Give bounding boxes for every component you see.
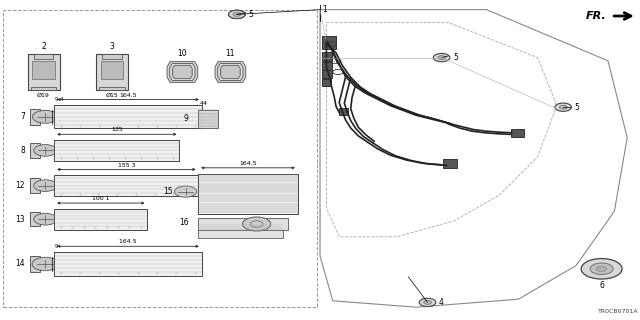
Circle shape	[433, 53, 450, 62]
Text: 14: 14	[15, 260, 25, 268]
Text: 9: 9	[55, 244, 58, 249]
Text: 155 3: 155 3	[118, 163, 135, 167]
Text: 8: 8	[20, 146, 25, 155]
Polygon shape	[218, 63, 243, 81]
Bar	[28, 54, 60, 90]
Bar	[102, 54, 122, 59]
Bar	[322, 52, 332, 61]
Text: Ø15: Ø15	[106, 93, 118, 98]
Circle shape	[233, 12, 241, 16]
Circle shape	[596, 266, 607, 271]
Circle shape	[228, 10, 245, 19]
Circle shape	[559, 105, 567, 109]
Bar	[322, 70, 332, 78]
Bar	[101, 61, 123, 79]
Text: 12: 12	[15, 181, 25, 190]
Text: 6: 6	[599, 281, 604, 290]
Bar	[30, 143, 40, 158]
Text: 5: 5	[453, 53, 458, 62]
Text: 164.5: 164.5	[119, 92, 137, 98]
Bar	[511, 129, 524, 137]
Text: 2: 2	[41, 42, 46, 51]
Bar	[443, 159, 457, 168]
Text: 9: 9	[184, 114, 189, 123]
Text: 4: 4	[439, 298, 444, 307]
Text: 13: 13	[15, 215, 25, 224]
Bar	[32, 61, 54, 79]
Bar	[198, 173, 298, 214]
Polygon shape	[173, 65, 192, 79]
Bar	[322, 62, 332, 70]
Text: 164.5: 164.5	[239, 161, 257, 166]
Text: TR0CB0701A: TR0CB0701A	[598, 308, 639, 314]
Circle shape	[174, 186, 197, 197]
Bar	[34, 54, 53, 59]
Bar	[99, 87, 125, 90]
Circle shape	[243, 217, 271, 231]
Text: 5: 5	[248, 10, 253, 19]
Bar	[3, 10, 317, 307]
Text: 135: 135	[111, 127, 123, 132]
Bar	[54, 140, 179, 161]
Circle shape	[228, 10, 245, 19]
Bar	[198, 110, 218, 128]
Bar	[30, 178, 40, 193]
Text: 16: 16	[179, 218, 189, 227]
Circle shape	[32, 257, 59, 271]
Circle shape	[233, 12, 241, 16]
Text: FR.: FR.	[586, 11, 607, 21]
Bar	[198, 218, 288, 230]
Bar	[54, 252, 202, 276]
Text: Ø19: Ø19	[37, 93, 50, 98]
Bar	[96, 54, 128, 90]
Bar	[30, 256, 40, 272]
Text: 15: 15	[163, 187, 173, 196]
Bar	[322, 36, 336, 49]
Text: 11: 11	[226, 49, 235, 58]
Text: 10: 10	[177, 49, 188, 58]
Text: 164 5: 164 5	[119, 239, 137, 244]
Circle shape	[581, 259, 622, 279]
Text: 7: 7	[20, 112, 25, 121]
Text: 100 1: 100 1	[92, 196, 109, 201]
Polygon shape	[221, 65, 240, 79]
Polygon shape	[170, 63, 195, 81]
Circle shape	[438, 56, 445, 60]
Polygon shape	[215, 61, 246, 82]
Circle shape	[34, 213, 57, 225]
Circle shape	[424, 300, 431, 304]
Circle shape	[33, 110, 58, 123]
Polygon shape	[167, 61, 198, 82]
Bar	[31, 87, 56, 90]
Bar	[339, 108, 348, 115]
Text: 9 4: 9 4	[55, 97, 63, 102]
Bar	[198, 224, 283, 238]
Bar	[30, 109, 40, 125]
Bar	[54, 209, 147, 230]
Circle shape	[555, 103, 572, 111]
Text: 1: 1	[322, 5, 326, 14]
Circle shape	[590, 263, 613, 275]
Circle shape	[34, 145, 57, 156]
Text: 5: 5	[575, 103, 580, 112]
Circle shape	[34, 180, 57, 191]
Text: 44: 44	[200, 101, 207, 106]
Text: 3: 3	[109, 42, 115, 51]
Bar	[54, 175, 198, 196]
Bar	[54, 105, 202, 128]
Circle shape	[419, 298, 436, 307]
Bar	[30, 212, 40, 227]
Bar	[322, 79, 331, 86]
